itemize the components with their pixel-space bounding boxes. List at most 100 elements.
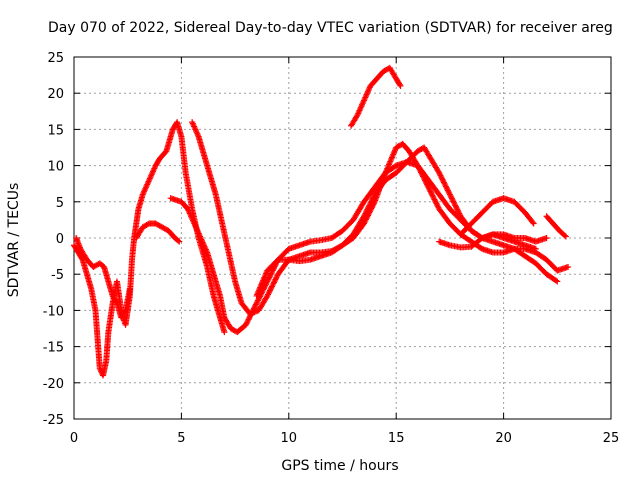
data-point bbox=[426, 185, 433, 192]
data-point bbox=[265, 290, 272, 297]
data-point bbox=[430, 193, 437, 200]
data-point bbox=[264, 291, 271, 298]
data-point bbox=[543, 235, 550, 241]
y-tick-label: 5 bbox=[56, 196, 64, 211]
data-point bbox=[438, 175, 445, 182]
data-point bbox=[414, 162, 421, 169]
y-tick-label: 25 bbox=[47, 51, 64, 66]
data-point bbox=[562, 233, 569, 240]
data-point bbox=[363, 207, 370, 214]
data-point bbox=[418, 169, 425, 176]
data-point bbox=[269, 282, 276, 289]
data-point bbox=[269, 268, 276, 275]
y-tick-label: -15 bbox=[43, 341, 64, 356]
data-point bbox=[362, 209, 369, 216]
data-point bbox=[565, 263, 572, 270]
data-point bbox=[252, 302, 259, 309]
data-point bbox=[425, 184, 432, 191]
series-arc7 bbox=[436, 231, 550, 251]
data-point bbox=[439, 176, 446, 183]
data-point bbox=[437, 172, 444, 179]
data-point bbox=[267, 286, 274, 293]
series-arc10 bbox=[543, 213, 569, 240]
x-tick-label: 15 bbox=[388, 431, 405, 446]
data-point bbox=[267, 271, 274, 278]
data-point bbox=[447, 192, 454, 199]
data-point bbox=[434, 203, 441, 210]
data-point bbox=[272, 276, 279, 283]
data-point bbox=[243, 320, 250, 327]
data-point bbox=[268, 270, 275, 277]
data-point bbox=[532, 245, 539, 252]
y-tick-label: -25 bbox=[43, 413, 64, 428]
series-arc8 bbox=[457, 195, 537, 238]
data-point bbox=[450, 199, 457, 206]
data-point bbox=[366, 202, 373, 209]
data-point bbox=[431, 196, 438, 203]
data-point bbox=[426, 187, 433, 194]
data-point bbox=[365, 203, 372, 210]
series-arc9 bbox=[348, 64, 404, 129]
y-axis-label: SDTVAR / TECUs bbox=[6, 183, 22, 298]
data-point bbox=[444, 187, 451, 194]
data-point bbox=[175, 237, 182, 244]
data-point bbox=[436, 169, 443, 176]
x-tick-label: 10 bbox=[281, 431, 298, 446]
data-point bbox=[246, 315, 253, 322]
data-point bbox=[244, 319, 251, 326]
data-point bbox=[368, 198, 375, 205]
data-point bbox=[260, 286, 267, 293]
data-point bbox=[529, 219, 536, 226]
data-point bbox=[428, 189, 435, 196]
data-point bbox=[440, 177, 447, 184]
data-point bbox=[273, 273, 280, 280]
data-point bbox=[221, 329, 228, 336]
data-point bbox=[397, 82, 404, 89]
data-point bbox=[268, 284, 275, 291]
data-point bbox=[454, 206, 461, 213]
data-point bbox=[561, 232, 568, 239]
data-point bbox=[441, 180, 448, 187]
data-point bbox=[415, 163, 422, 170]
data-point bbox=[428, 191, 435, 198]
data-point bbox=[396, 81, 403, 88]
data-point bbox=[121, 308, 128, 315]
data-point bbox=[253, 300, 260, 307]
data-point bbox=[113, 298, 120, 305]
data-point bbox=[362, 210, 369, 217]
data-point bbox=[421, 176, 428, 183]
data-point bbox=[260, 285, 267, 292]
data-point bbox=[530, 220, 537, 227]
data-point bbox=[452, 202, 459, 209]
data-point bbox=[444, 186, 451, 193]
data-point bbox=[422, 178, 429, 185]
x-axis-label: GPS time / hours bbox=[281, 458, 398, 474]
data-point bbox=[429, 192, 436, 199]
data-point bbox=[424, 182, 431, 189]
y-tick-label: -5 bbox=[51, 268, 64, 283]
data-point bbox=[423, 180, 430, 187]
data-point bbox=[252, 301, 259, 308]
data-point bbox=[420, 173, 427, 180]
data-point bbox=[176, 238, 183, 245]
data-point bbox=[254, 297, 261, 304]
data-point bbox=[418, 170, 425, 177]
data-point bbox=[255, 296, 262, 303]
data-point bbox=[430, 195, 437, 202]
data-point bbox=[259, 287, 266, 294]
data-point bbox=[432, 197, 439, 204]
data-point bbox=[553, 277, 560, 284]
data-point bbox=[419, 172, 426, 179]
data-point bbox=[455, 209, 462, 216]
data-point bbox=[365, 205, 372, 212]
data-point bbox=[269, 267, 276, 274]
data-points bbox=[71, 64, 572, 379]
data-point bbox=[267, 273, 274, 280]
data-point bbox=[245, 316, 252, 323]
data-point bbox=[442, 183, 449, 190]
chart-title: Day 070 of 2022, Sidereal Day-to-day VTE… bbox=[48, 20, 613, 36]
data-point bbox=[416, 166, 423, 173]
y-tick-label: 0 bbox=[56, 232, 64, 247]
data-point bbox=[440, 179, 447, 186]
